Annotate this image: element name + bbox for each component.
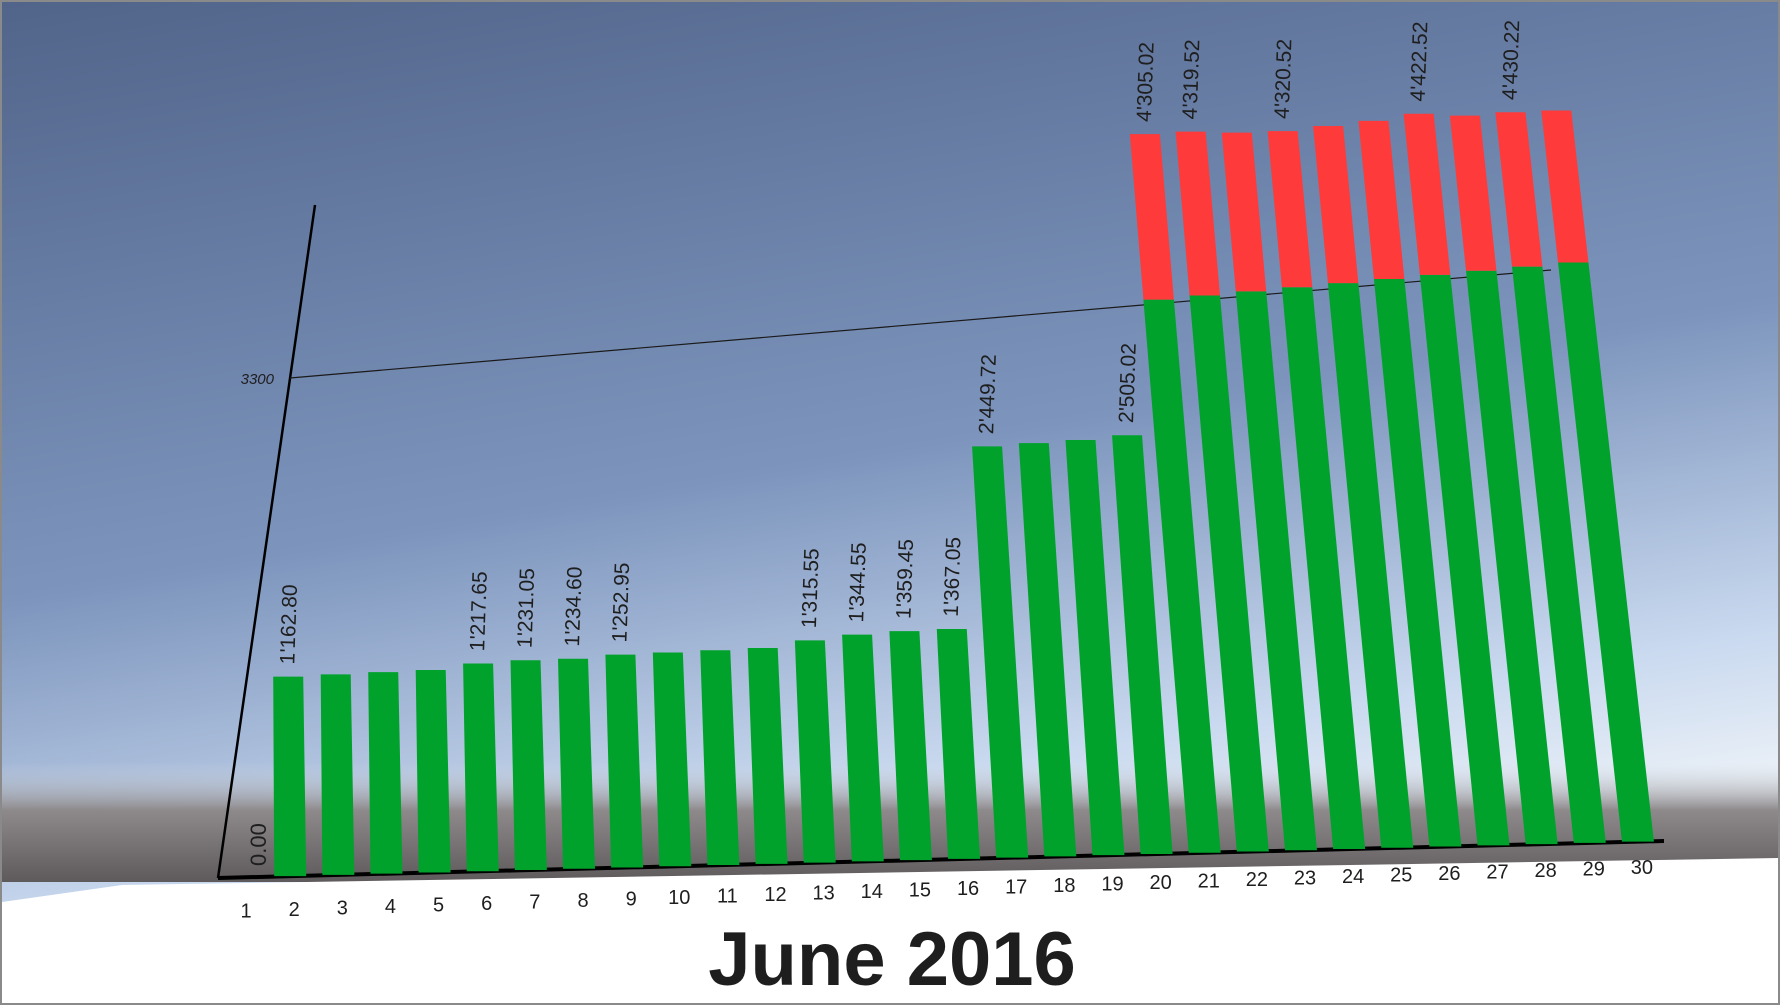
value-label-29: 4'430.22 <box>1498 20 1524 101</box>
value-label-17: 2'449.72 <box>975 354 1001 435</box>
bar-12 <box>747 647 788 864</box>
bar-29-above <box>1495 112 1543 267</box>
value-label-27: 4'422.52 <box>1407 21 1433 102</box>
bar-24-above <box>1267 131 1313 288</box>
bar-21-above <box>1129 134 1174 300</box>
bar-25-above <box>1313 126 1359 284</box>
x-tick-label-20: 20 <box>1149 872 1171 894</box>
bar-10 <box>652 652 692 867</box>
bar-23-above <box>1221 132 1267 292</box>
value-label-7: 1'231.05 <box>514 568 540 649</box>
bar-23-below <box>1235 291 1317 851</box>
y-axis-line <box>216 204 317 879</box>
bar-21-below <box>1143 299 1221 853</box>
x-tick-label-27: 27 <box>1486 861 1508 883</box>
zero-label: 0.00 <box>246 823 271 866</box>
value-label-20: 2'505.02 <box>1115 343 1141 424</box>
x-tick-label-19: 19 <box>1101 873 1123 895</box>
x-tick-label-11: 11 <box>717 885 738 907</box>
bar-8 <box>558 658 595 869</box>
value-label-16: 1'367.05 <box>940 537 966 618</box>
value-label-9: 1'252.95 <box>608 562 634 643</box>
value-label-6: 1'217.65 <box>466 571 492 652</box>
bar-30-above <box>1541 110 1589 263</box>
value-label-2: 1'162.80 <box>276 584 302 665</box>
value-label-13: 1'315.55 <box>798 548 824 629</box>
bar-14 <box>842 634 884 862</box>
bar-7 <box>510 660 547 870</box>
x-tick-label-8: 8 <box>577 890 588 912</box>
bar-18 <box>1018 443 1077 857</box>
bar-13 <box>794 640 836 863</box>
x-tick-label-16: 16 <box>957 878 979 900</box>
value-label-14: 1'344.55 <box>845 542 871 623</box>
bar-27-above <box>1403 113 1451 275</box>
x-tick-label-1: 1 <box>241 900 252 922</box>
bar-28-above <box>1449 115 1497 271</box>
value-label-8: 1'234.60 <box>561 566 587 647</box>
bar-5 <box>415 669 451 873</box>
threshold-label: 3300 <box>241 371 275 388</box>
bar-20 <box>1112 435 1173 854</box>
bar-29-below <box>1512 266 1606 843</box>
bar-6 <box>463 663 499 872</box>
x-tick-label-30: 30 <box>1631 857 1653 879</box>
bar-22-above <box>1175 131 1221 296</box>
value-label-24: 4'320.52 <box>1271 39 1297 120</box>
bar-11 <box>700 650 740 866</box>
x-tick-label-24: 24 <box>1342 866 1364 888</box>
bar-19 <box>1065 440 1125 856</box>
floor-plane <box>2 858 1778 1003</box>
x-tick-label-26: 26 <box>1438 863 1460 885</box>
bar-27-below <box>1419 274 1510 846</box>
x-tick-label-15: 15 <box>909 879 931 901</box>
value-label-15: 1'359.45 <box>892 539 918 620</box>
x-tick-label-21: 21 <box>1198 870 1220 892</box>
x-tick-label-10: 10 <box>668 887 690 909</box>
bar-9 <box>605 654 644 868</box>
bar-25-below <box>1327 283 1414 848</box>
x-tick-label-9: 9 <box>626 888 637 910</box>
bar-22-below <box>1189 295 1269 852</box>
bar-4 <box>368 672 403 874</box>
bar-17 <box>972 446 1029 858</box>
x-tick-label-12: 12 <box>764 884 786 906</box>
value-label-22: 4'319.52 <box>1179 39 1205 120</box>
bar-2 <box>273 676 307 877</box>
chart-title: June 2016 <box>708 917 1076 1002</box>
x-tick-label-25: 25 <box>1390 864 1412 886</box>
x-tick-label-3: 3 <box>337 897 348 919</box>
x-tick-label-2: 2 <box>289 899 300 921</box>
x-tick-label-6: 6 <box>481 893 492 915</box>
x-axis-line <box>217 839 1665 880</box>
bar-28-below <box>1466 270 1558 845</box>
x-tick-label-17: 17 <box>1005 876 1027 898</box>
bar-26-below <box>1373 279 1462 847</box>
bar-16 <box>936 629 981 859</box>
bar-3 <box>320 674 355 875</box>
x-tick-label-5: 5 <box>433 894 444 916</box>
x-tick-label-29: 29 <box>1583 858 1605 880</box>
bar-30-below <box>1558 262 1654 842</box>
value-label-21: 4'305.02 <box>1133 42 1159 123</box>
x-tick-label-28: 28 <box>1535 860 1557 882</box>
x-tick-label-14: 14 <box>861 881 883 903</box>
x-tick-label-7: 7 <box>529 891 540 913</box>
bar-24-below <box>1281 287 1366 850</box>
x-tick-label-22: 22 <box>1246 869 1268 891</box>
x-tick-label-18: 18 <box>1053 875 1075 897</box>
bar-26-above <box>1358 120 1405 280</box>
x-tick-label-23: 23 <box>1294 867 1316 889</box>
bar-15 <box>889 631 932 861</box>
x-tick-label-4: 4 <box>385 896 396 918</box>
x-tick-label-13: 13 <box>813 882 835 904</box>
